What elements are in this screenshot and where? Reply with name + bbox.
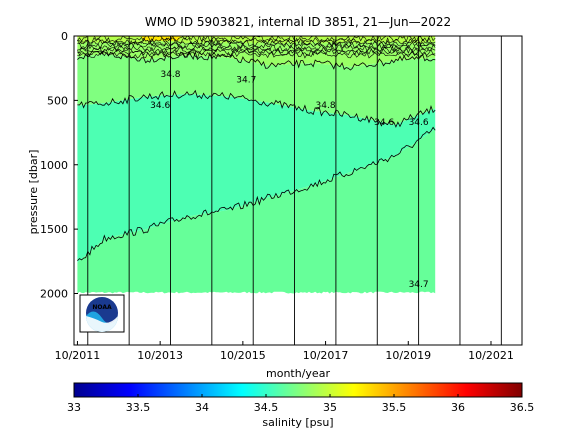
contour-shallow — [77, 39, 436, 48]
colorbar-tick-label: 33.5 — [126, 401, 151, 414]
contour-34.7 — [77, 89, 436, 128]
y-tick-label: 1500 — [40, 223, 68, 236]
contour-label: 34.7 — [409, 280, 429, 290]
x-tick-label: 10/2013 — [137, 349, 183, 362]
contour-label: 34.8 — [160, 70, 180, 80]
x-tick-label: 10/2011 — [55, 349, 101, 362]
colorbar-tick-label: 36 — [451, 401, 465, 414]
noaa-logo: NOAA — [79, 294, 125, 333]
contour-shallow — [77, 48, 436, 57]
y-axis-ticks: 0 500 1000 1500 2000 — [40, 30, 78, 301]
contour-label: 34.7 — [236, 75, 256, 85]
colorbar-tick-label: 34.5 — [254, 401, 279, 414]
plot-frame — [73, 35, 523, 346]
y-tick-label: 500 — [47, 94, 68, 107]
contour-label: 34.8 — [316, 101, 336, 111]
contour-shallow — [77, 51, 436, 59]
y-tick-label: 1000 — [40, 159, 68, 172]
colorbar-ticks: 33 33.5 34 34.5 35 35.5 36 36.5 — [67, 394, 534, 414]
x-axis-ticks: 10/2011 10/2013 10/2015 10/2017 10/2019 10/20… — [55, 341, 514, 362]
contour-label: 34.6 — [150, 101, 170, 111]
x-axis-label: month/year — [266, 367, 330, 380]
chart-title: WMO ID 5903821, internal ID 3851, 21—Jun… — [145, 15, 451, 29]
x-tick-label: 10/2015 — [220, 349, 266, 362]
contour-shallow — [77, 46, 436, 54]
colorbar-gradient — [73, 382, 523, 398]
contour-label: 34.6 — [409, 118, 429, 128]
year-grid-lines — [87, 36, 502, 345]
colorbar-tick-label: 36.5 — [510, 401, 535, 414]
contour-labels: 34.8 34.7 34.6 34.8 34.6 34.6 34.7 — [150, 70, 429, 290]
contour-34.6 — [77, 126, 436, 261]
colorbar-tick-label: 35.5 — [382, 401, 407, 414]
noaa-logo-text: NOAA — [92, 304, 112, 311]
colorbar-tick-label: 34 — [195, 401, 209, 414]
x-tick-label: 10/2021 — [468, 349, 514, 362]
colorbar: 33 33.5 34 34.5 35 35.5 36 36.5 salinity [psu] — [67, 382, 534, 429]
y-tick-label: 0 — [61, 30, 68, 43]
contour-34.8 — [77, 50, 436, 71]
contour-shallow — [77, 37, 436, 45]
layer-34.6-34.7 — [77, 129, 436, 294]
contour-label: 34.6 — [374, 118, 394, 128]
y-tick-label: 2000 — [40, 288, 68, 301]
contour-shallow — [77, 43, 436, 52]
x-tick-label: 10/2019 — [385, 349, 431, 362]
colorbar-label: salinity [psu] — [262, 416, 333, 429]
contour-shallow — [77, 41, 436, 50]
colorbar-tick-label: 33 — [67, 401, 81, 414]
layer-34.7-34.8 — [77, 54, 436, 125]
layer-35.0-35.2 — [77, 36, 436, 41]
x-tick-label: 10/2017 — [303, 349, 349, 362]
contour-lines — [77, 36, 436, 261]
colorbar-tick-label: 35 — [323, 401, 337, 414]
y-axis-label: pressure [dbar] — [27, 150, 40, 235]
